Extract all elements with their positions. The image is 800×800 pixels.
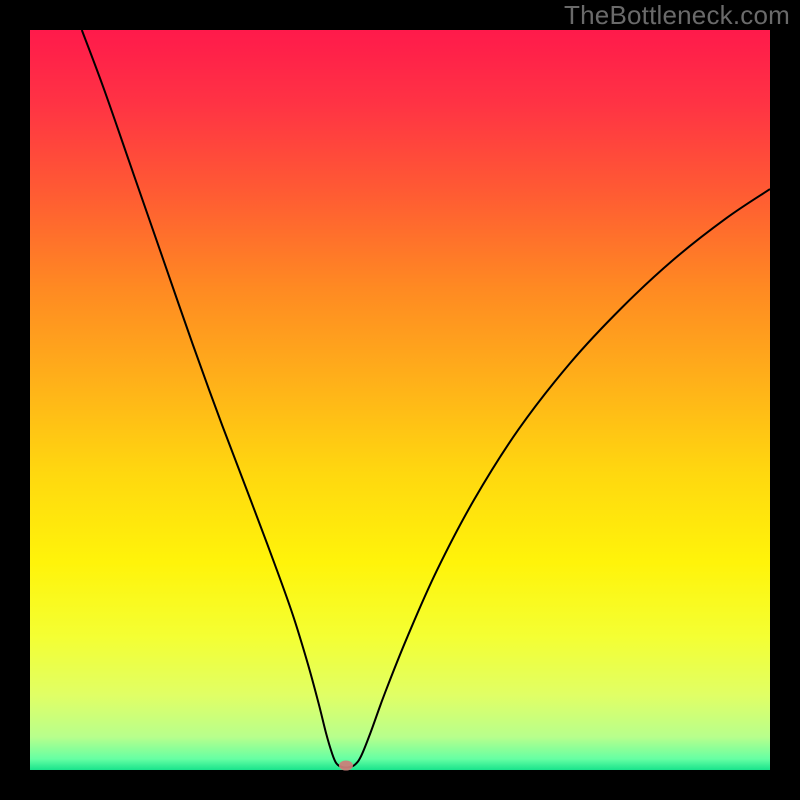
optimal-marker: [339, 761, 353, 771]
chart-plot-bg: [30, 30, 770, 770]
watermark-text: TheBottleneck.com: [564, 0, 790, 31]
bottleneck-chart: [0, 0, 800, 800]
chart-container: TheBottleneck.com: [0, 0, 800, 800]
